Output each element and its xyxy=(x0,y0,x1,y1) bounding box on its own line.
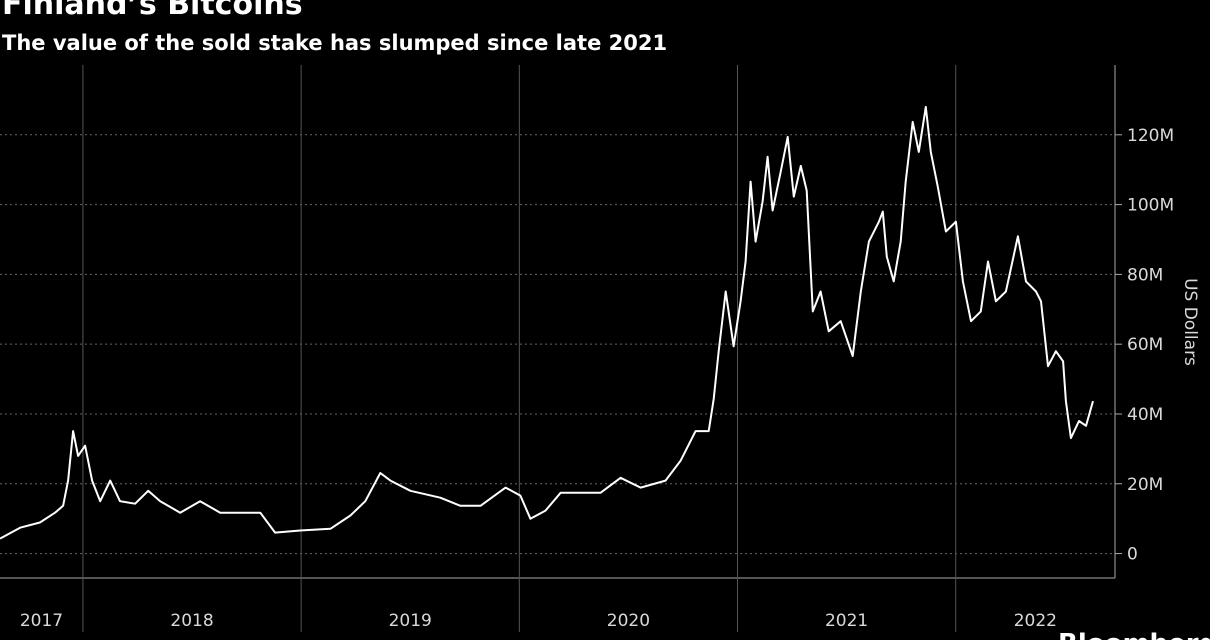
x-tick-label: 2017 xyxy=(20,611,63,631)
x-tick-label: 2021 xyxy=(825,611,868,631)
y-tick-label: 20M xyxy=(1127,475,1163,495)
x-tick-label: 2018 xyxy=(170,611,213,631)
line-series xyxy=(0,105,1094,540)
y-tick-label: 60M xyxy=(1127,335,1163,355)
y-tick-label: 120M xyxy=(1127,126,1174,146)
y-tick-label: 0 xyxy=(1127,545,1138,565)
x-tick-label: 2022 xyxy=(1014,611,1057,631)
y-tick-label: 80M xyxy=(1127,265,1163,285)
chart-title: Finland’s Bitcoins xyxy=(2,0,303,22)
x-tick-label: 2019 xyxy=(389,611,432,631)
chart-subtitle: The value of the sold stake has slumped … xyxy=(2,31,667,55)
y-tick-label: 40M xyxy=(1127,405,1163,425)
y-tick-label: 100M xyxy=(1127,196,1174,216)
source: Bloomberg xyxy=(1058,629,1210,640)
y-axis-label: US Dollars xyxy=(1180,278,1200,366)
x-tick-label: 2020 xyxy=(607,611,650,631)
